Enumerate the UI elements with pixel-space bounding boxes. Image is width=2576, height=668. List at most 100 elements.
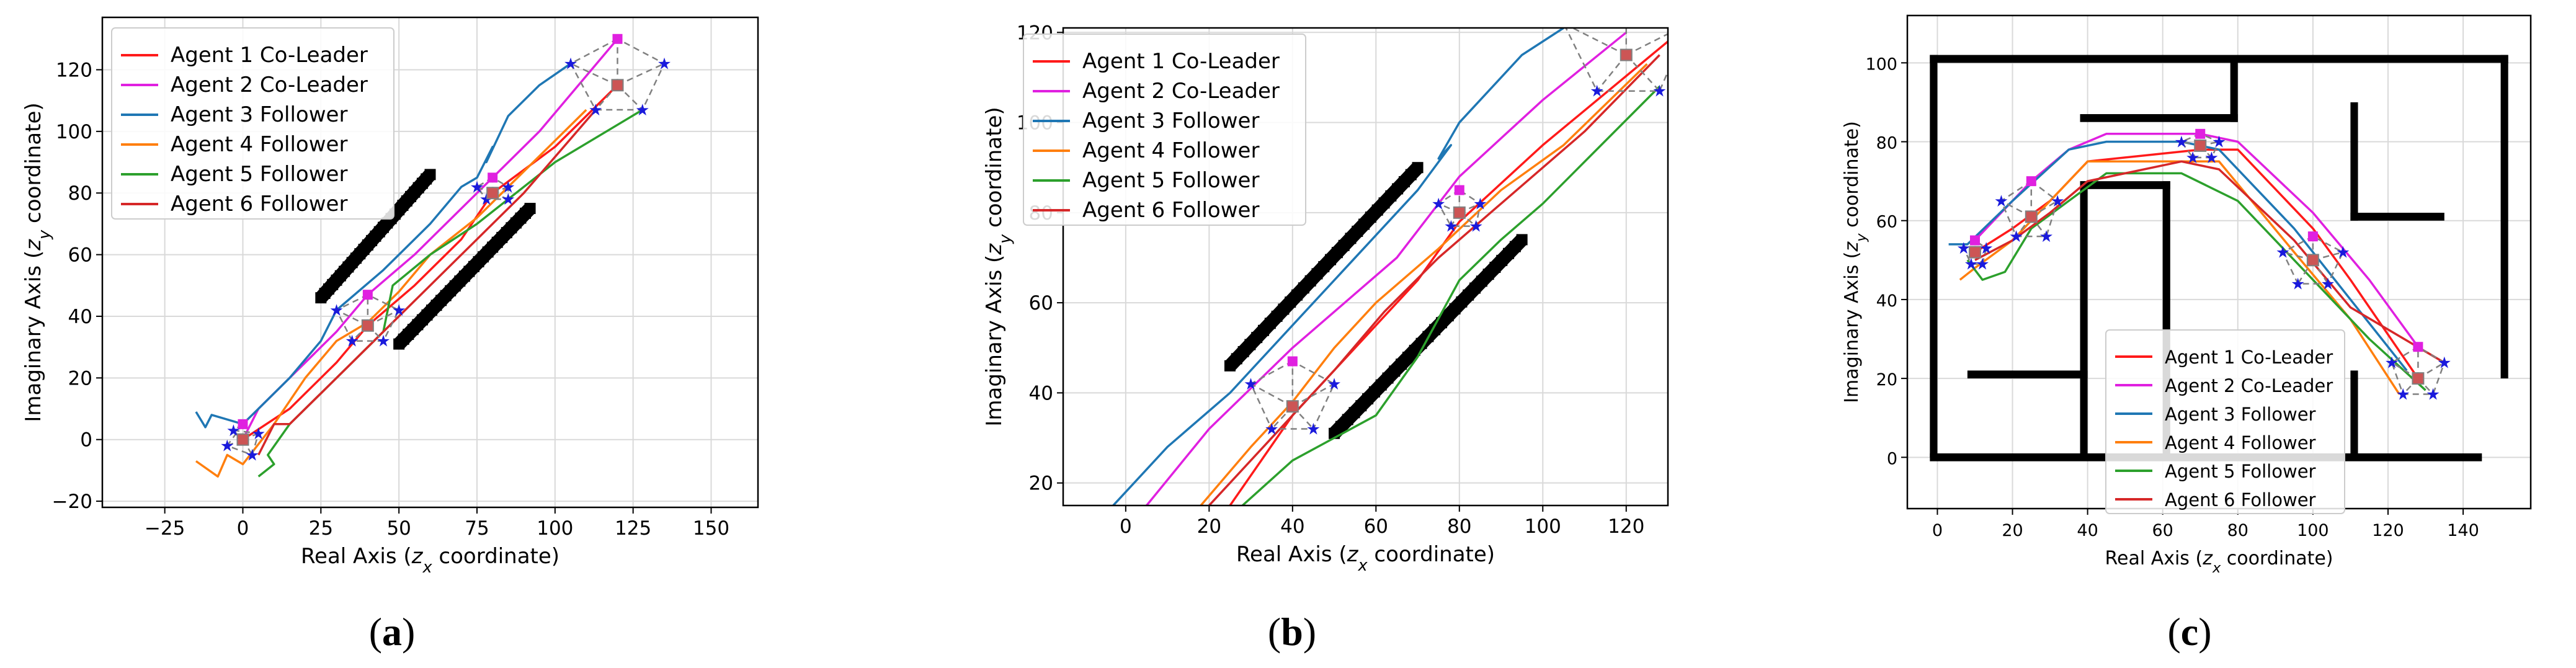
formation-center-marker [2194, 139, 2207, 152]
formation-center-marker [2306, 254, 2319, 267]
y-tick-label: 80 [1876, 134, 1897, 153]
formation-group: ★★★★ [2276, 231, 2350, 293]
follower-marker: ★ [376, 332, 390, 351]
follower-marker: ★ [470, 178, 484, 197]
legend-label: Agent 6 Follower [2165, 489, 2316, 510]
legend-label: Agent 3 Follower [1082, 109, 1259, 133]
obstacle-band [316, 170, 435, 303]
follower-marker: ★ [563, 55, 577, 74]
x-tick-label: 20 [2002, 521, 2023, 540]
formation-group: ★★★★ [220, 419, 265, 465]
series-line-agent-4 [195, 109, 587, 478]
follower-marker: ★ [501, 178, 515, 197]
series-line-agent-5 [1966, 172, 2427, 391]
follower-marker: ★ [1444, 218, 1458, 236]
follower-marker: ★ [657, 55, 671, 74]
follower-marker: ★ [1964, 256, 1978, 274]
follower-marker: ★ [635, 101, 649, 120]
follower-marker: ★ [392, 301, 406, 320]
co-leader-marker [612, 33, 623, 44]
obstacle-wall [2080, 181, 2088, 458]
x-axis-label: Real Axis (zx coordinate) [301, 544, 559, 577]
follower-marker: ★ [1994, 192, 2008, 211]
formation-outline [226, 423, 260, 456]
x-tick-label: 125 [615, 517, 651, 540]
series-line-agent-4 [1200, 63, 1648, 505]
follower-marker: ★ [2384, 354, 2399, 373]
follower-marker: ★ [2039, 228, 2053, 246]
formation-spoke [570, 63, 618, 86]
axes-frame [1062, 27, 1669, 507]
y-axis-label: Imaginary Axis (zy coordinate) [1841, 121, 1870, 403]
y-tick-label: 20 [68, 367, 92, 390]
co-leader-marker [1969, 235, 1980, 246]
follower-marker: ★ [1682, 15, 1696, 33]
follower-marker: ★ [245, 447, 259, 465]
series-line-agent-3 [1112, 28, 1564, 505]
obstacle-wall [2350, 370, 2358, 458]
x-tick-label: 80 [1447, 515, 1471, 538]
obstacle-wall [2080, 114, 2238, 122]
formation-group: ★★★★ [1432, 185, 1487, 236]
follower-marker: ★ [1979, 239, 1993, 258]
y-axis-label: Imaginary Axis (zy coordinate) [21, 102, 54, 422]
co-leader-marker [2195, 128, 2206, 139]
formation-center-marker [1286, 400, 1299, 413]
co-leader-marker [488, 172, 498, 183]
series-line-agent-3 [1948, 140, 2408, 372]
panel-caption: (c) [2167, 610, 2211, 654]
series-line-agent-3 [195, 63, 571, 429]
follower-marker: ★ [329, 301, 344, 320]
legend-box [1023, 33, 1306, 226]
follower-marker: ★ [220, 437, 234, 456]
formation-spoke [1625, 54, 1660, 92]
formation-center-marker [2412, 372, 2425, 385]
formation-outline [1963, 239, 1987, 265]
x-tick-label: 20 [1197, 515, 1221, 538]
follower-marker: ★ [2426, 386, 2440, 404]
y-tick-label: −20 [52, 491, 92, 513]
series-line-agent-6 [1208, 54, 1660, 505]
formation-outline [2180, 133, 2221, 159]
formation-outline [1249, 360, 1335, 430]
formation-group: ★★★★ [2384, 342, 2451, 404]
obstacle-wall [2350, 213, 2445, 221]
chart-panel-b: ★★★★★★★★★★★★0204060801001202040608010012… [982, 15, 1696, 654]
legend: Agent 1 Co-Leader Agent 2 Co-Leader Agent … [1023, 33, 1306, 226]
follower-marker: ★ [1556, 15, 1571, 33]
follower-marker: ★ [1975, 256, 1989, 274]
series-line-agent-6 [1974, 160, 2445, 364]
follower-marker: ★ [2336, 244, 2350, 262]
y-tick-label: 0 [80, 429, 92, 452]
formation-spoke [1626, 33, 1668, 56]
y-tick-label: 60 [1029, 292, 1053, 314]
legend-box [2105, 329, 2345, 514]
formation-center-marker [1453, 206, 1466, 219]
follower-marker: ★ [2320, 275, 2335, 293]
formation-outline [2391, 345, 2446, 395]
plot-area: ★ ★★★★★ ★★★★ ★★★★ ★★ [195, 33, 672, 478]
y-tick-label: 20 [1876, 370, 1897, 390]
formation-outline [2000, 180, 2059, 238]
legend-label: Agent 5 Follower [1082, 168, 1259, 193]
follower-marker: ★ [2291, 275, 2305, 293]
x-tick-label: 60 [1364, 515, 1388, 538]
co-leader-marker [1287, 356, 1298, 367]
follower-marker: ★ [251, 425, 265, 443]
y-tick-label: 40 [68, 306, 92, 328]
obstacle-wall [1930, 55, 1938, 458]
x-tick-label: 75 [465, 517, 489, 540]
legend-label: Agent 2 Co-Leader [1082, 79, 1280, 104]
obstacle-wall [2500, 55, 2508, 379]
follower-marker: ★ [345, 332, 359, 351]
legend: Agent 1 Co-Leader Agent 2 Co-Leader Agent … [111, 27, 394, 220]
x-tick-label: 100 [1525, 515, 1561, 538]
formation-outline [2281, 235, 2344, 285]
formation-center-marker [236, 433, 249, 446]
legend-label: Agent 5 Follower [171, 162, 347, 187]
legend-label: Agent 4 Follower [2165, 432, 2316, 453]
follower-marker: ★ [589, 101, 603, 120]
y-tick-label: 40 [1876, 292, 1897, 311]
co-leader-marker [2026, 176, 2036, 187]
